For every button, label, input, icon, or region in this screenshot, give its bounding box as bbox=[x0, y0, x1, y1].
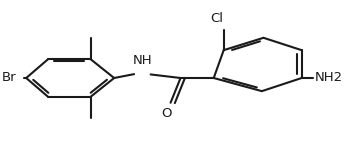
Text: NH2: NH2 bbox=[315, 71, 343, 85]
Text: O: O bbox=[161, 107, 172, 120]
Text: Br: Br bbox=[2, 71, 16, 85]
Text: NH: NH bbox=[133, 54, 152, 67]
Text: Cl: Cl bbox=[210, 12, 224, 25]
